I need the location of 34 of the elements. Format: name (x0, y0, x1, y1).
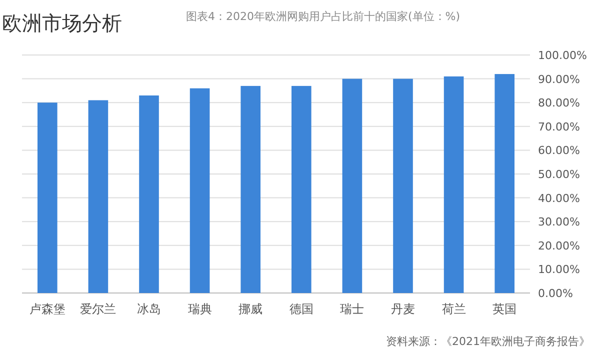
x-tick-label: 冰岛 (137, 302, 161, 316)
y-tick-label: 60.00% (538, 144, 580, 158)
bar (342, 78, 362, 293)
bar (88, 100, 108, 293)
x-tick-label: 丹麦 (391, 302, 415, 316)
y-tick-label: 40.00% (538, 192, 580, 205)
y-tick-label: 30.00% (538, 216, 580, 229)
y-tick-label: 20.00% (538, 239, 580, 252)
x-tick-label: 荷兰 (442, 302, 466, 316)
y-tick-label: 90.00% (538, 72, 580, 86)
x-tick-label: 挪威 (238, 302, 263, 316)
y-tick-label: 0.00% (538, 287, 573, 300)
y-tick-label: 70.00% (538, 120, 580, 134)
chart-title: 欧洲市场分析 (2, 11, 122, 35)
x-tick-label: 卢森堡 (29, 302, 66, 316)
y-tick-label: 10.00% (538, 263, 580, 276)
bar (444, 76, 464, 293)
x-tick-label: 爱尔兰 (80, 302, 116, 316)
x-tick-label: 英国 (492, 302, 517, 316)
bar (37, 102, 58, 293)
y-tick-label: 80.00% (538, 96, 580, 110)
bar (240, 86, 261, 293)
bar (190, 88, 210, 293)
bar (139, 95, 159, 293)
text: 资料来源：《2021年欧洲电子商务报告》 (386, 335, 590, 348)
bar (393, 78, 413, 293)
x-tick-label: 瑞典 (188, 302, 212, 316)
y-tick-label: 100.00% (538, 49, 587, 62)
bar (494, 74, 515, 293)
x-tick-label: 瑞士 (340, 302, 364, 316)
bar (291, 86, 312, 293)
y-tick-label: 50.00% (538, 168, 580, 181)
chart-subtitle: 图表4：2020年欧洲网购用户占比前十的国家(单位：%) (186, 10, 460, 23)
x-tick-label: 德国 (289, 302, 314, 316)
